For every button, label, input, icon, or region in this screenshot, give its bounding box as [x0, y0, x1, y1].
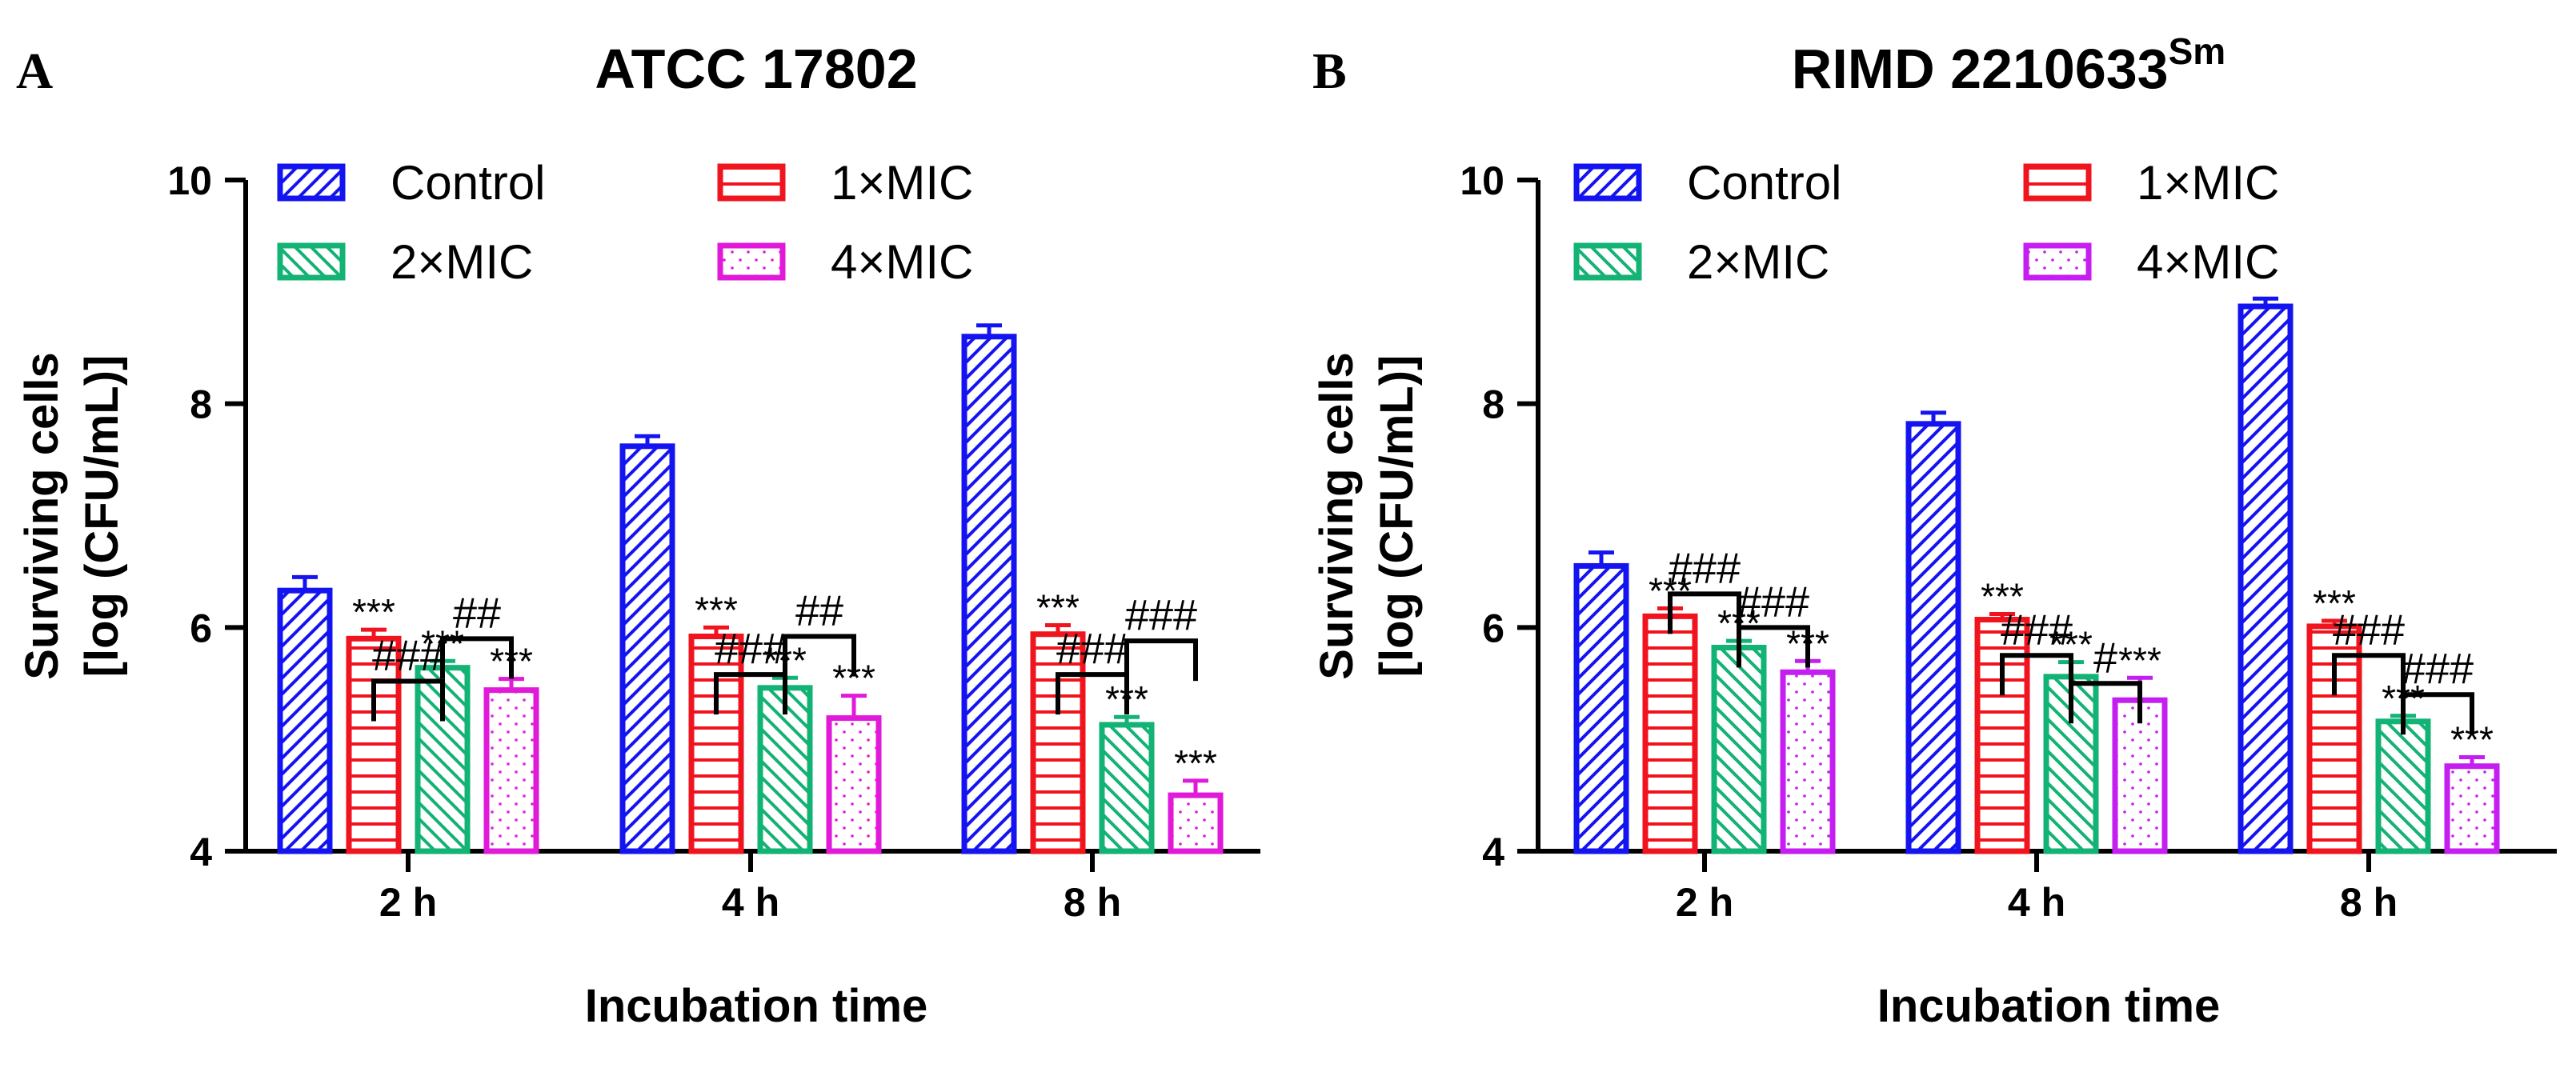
y-tick-label: 6 — [190, 606, 212, 650]
y-tick-label: 10 — [1460, 158, 1504, 203]
bracket-label: ### — [1669, 544, 1741, 592]
comparison-bracket — [2332, 653, 2406, 696]
chart-title-main: ATCC 17802 — [595, 38, 917, 100]
bar — [1642, 613, 1698, 854]
x-tick-label: 8 h — [2340, 880, 2398, 925]
chart-title-main: RIMD 2210633 — [1792, 38, 2169, 100]
chart-title-superscript: Sm — [2169, 30, 2226, 72]
legend-swatch — [1573, 163, 1642, 202]
panel-letter: A — [16, 42, 53, 99]
legend-swatch — [277, 242, 346, 281]
panel-a: A ATCC 17802 Surviving cells [log (CFU/mL)]… — [16, 38, 1260, 1032]
comparison-bracket — [1737, 625, 1810, 668]
bracket-label: ## — [453, 589, 501, 637]
legend-swatch — [717, 242, 786, 281]
bar — [826, 715, 882, 854]
bar — [2375, 718, 2431, 854]
significance-label: *** — [2313, 582, 2356, 624]
bar — [1168, 792, 1224, 854]
y-axis-label-line2: [log (CFU/mL)] — [76, 355, 128, 678]
bar — [1711, 645, 1767, 854]
bracket-label: ### — [372, 631, 444, 679]
x-tick-label: 2 h — [379, 880, 437, 925]
legend-label: 4×MIC — [831, 235, 973, 289]
legend-label: 2×MIC — [391, 235, 533, 289]
comparison-bracket — [783, 634, 856, 677]
bracket-label: ### — [715, 625, 787, 673]
comparison-bracket — [2069, 681, 2142, 724]
comparison-bracket — [2401, 692, 2474, 735]
bracket-label: ### — [1056, 625, 1128, 673]
legend-label: 2×MIC — [1687, 235, 1829, 289]
comparison-bracket — [1056, 672, 1129, 715]
bar — [1780, 669, 1836, 854]
bracket-label: ### — [2333, 606, 2405, 654]
bar — [2237, 303, 2294, 854]
comparison-bracket — [2000, 653, 2073, 696]
bar — [277, 587, 333, 854]
significance-label: *** — [352, 591, 395, 633]
comparison-bracket — [440, 636, 514, 679]
comparison-bracket — [1668, 591, 1741, 634]
chart-title: RIMD 2210633Sm — [1792, 30, 2225, 100]
y-axis-label-line1: Surviving cells — [1311, 352, 1363, 679]
bracket-label: # — [2093, 634, 2117, 682]
panel-b: B RIMD 2210633Sm Surviving cells [log (CFU/… — [1311, 30, 2557, 1032]
legend-swatch — [2023, 242, 2092, 281]
legend-swatch — [717, 163, 786, 202]
bar — [1573, 562, 1629, 854]
x-axis-label: Incubation time — [585, 980, 928, 1032]
y-tick-label: 10 — [167, 158, 212, 203]
significance-label: *** — [1036, 587, 1080, 629]
bar — [1905, 421, 1961, 854]
x-tick-label: 4 h — [722, 880, 779, 925]
bracket-label: ### — [2402, 645, 2474, 693]
y-tick-label: 8 — [190, 382, 212, 427]
legend-label: Control — [391, 156, 545, 210]
legend-label: 4×MIC — [2137, 235, 2279, 289]
y-axis-label-line1: Surviving cells — [16, 352, 68, 679]
x-tick-label: 8 h — [1064, 880, 1121, 925]
y-tick-label: 4 — [1482, 830, 1504, 874]
comparison-bracket — [1124, 638, 1198, 682]
chart-title: ATCC 17802 — [595, 38, 917, 100]
bracket-label: ## — [795, 587, 843, 635]
comparison-bracket — [371, 678, 445, 722]
bar — [483, 687, 539, 854]
x-tick-label: 2 h — [1676, 880, 1733, 925]
y-tick-label: 4 — [190, 830, 212, 874]
bracket-label: ### — [2001, 606, 2073, 654]
y-tick-label: 8 — [1482, 382, 1504, 427]
legend-label: Control — [1687, 156, 1841, 210]
bar — [961, 334, 1017, 854]
legend-swatch — [2023, 163, 2092, 202]
comparison-bracket — [714, 672, 787, 715]
y-tick-label: 6 — [1482, 606, 1504, 650]
y-axis-label-line2: [log (CFU/mL)] — [1371, 355, 1423, 678]
bracket-label: ### — [1125, 591, 1197, 639]
x-tick-label: 4 h — [2008, 880, 2065, 925]
legend-swatch — [1573, 242, 1642, 281]
bar — [2444, 763, 2500, 854]
bar — [619, 443, 675, 854]
significance-label: *** — [1981, 576, 2024, 618]
legend-label: 1×MIC — [2137, 156, 2279, 210]
significance-label: *** — [2118, 639, 2161, 681]
significance-label: *** — [695, 589, 738, 630]
bar — [2112, 697, 2168, 854]
significance-label: *** — [1174, 742, 1217, 784]
bracket-label: ### — [1737, 578, 1809, 626]
panel-letter: B — [1312, 42, 1347, 99]
bar — [1099, 722, 1155, 854]
legend-swatch — [277, 163, 346, 202]
x-axis-label: Incubation time — [1877, 980, 2221, 1032]
legend-label: 1×MIC — [831, 156, 973, 210]
